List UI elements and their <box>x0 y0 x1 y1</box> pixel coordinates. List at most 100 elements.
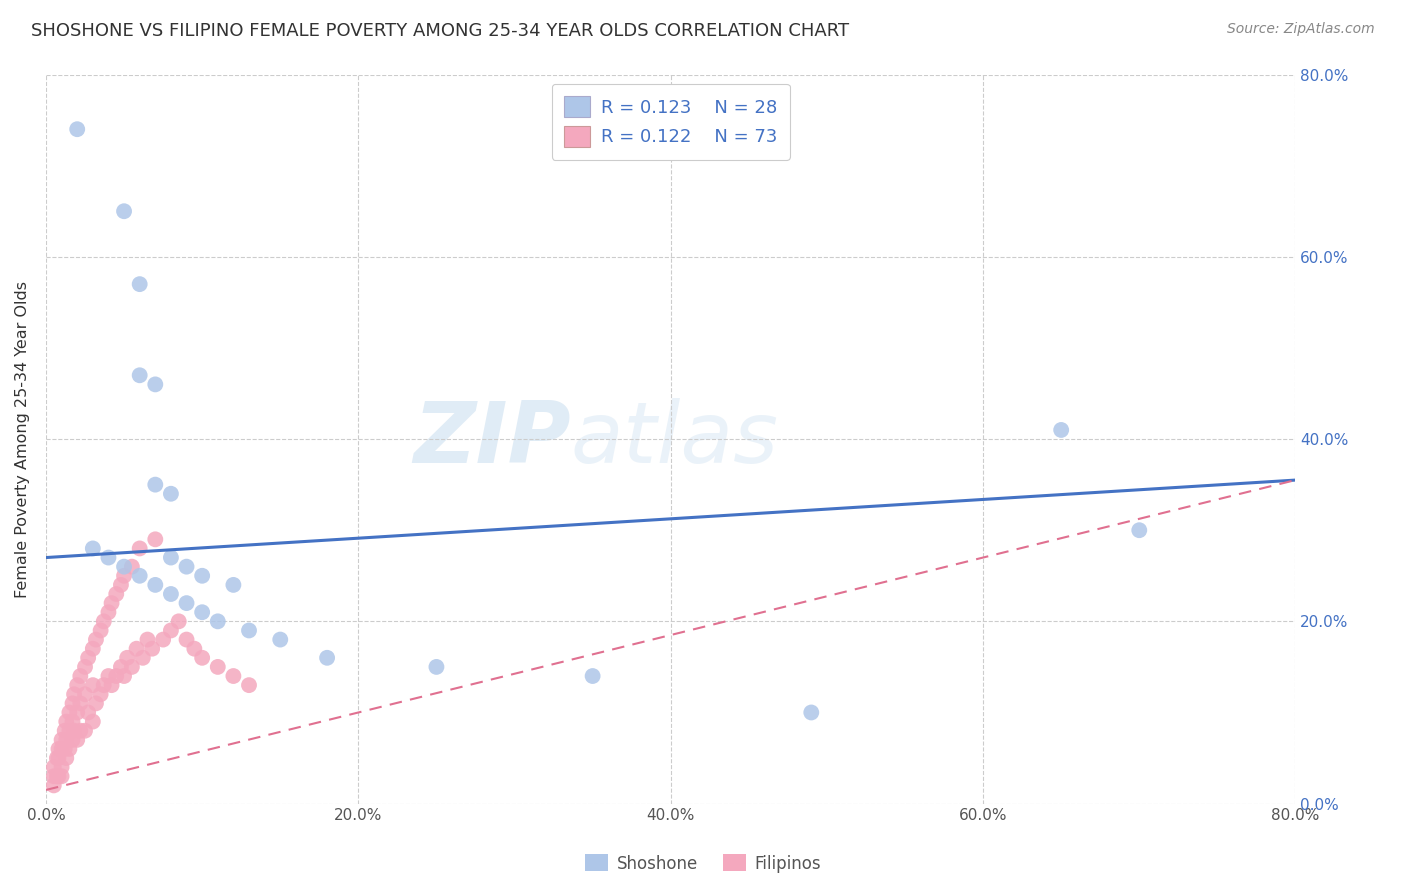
Text: ZIP: ZIP <box>413 398 571 481</box>
Point <box>62 697 84 711</box>
Point <box>425 660 447 674</box>
Point <box>55 732 77 747</box>
Point <box>238 678 260 692</box>
Point <box>66 122 89 136</box>
Point <box>90 687 112 701</box>
Point <box>167 615 190 629</box>
Point <box>93 678 115 692</box>
Point <box>69 697 91 711</box>
Point <box>77 650 100 665</box>
Point <box>191 568 214 582</box>
Point <box>69 669 91 683</box>
Point <box>48 769 70 783</box>
Point <box>100 596 122 610</box>
Point <box>160 550 183 565</box>
Point <box>82 641 104 656</box>
Point <box>73 723 96 738</box>
Point <box>128 541 150 556</box>
Point <box>45 751 67 765</box>
Text: SHOSHONE VS FILIPINO FEMALE POVERTY AMONG 25-34 YEAR OLDS CORRELATION CHART: SHOSHONE VS FILIPINO FEMALE POVERTY AMON… <box>31 22 849 40</box>
Text: atlas: atlas <box>571 398 779 481</box>
Point <box>143 533 166 547</box>
Point <box>58 742 80 756</box>
Point <box>100 678 122 692</box>
Point <box>53 723 76 738</box>
Point <box>82 678 104 692</box>
Point <box>93 615 115 629</box>
Point <box>121 660 143 674</box>
Point <box>136 632 159 647</box>
Point <box>115 650 138 665</box>
Point <box>121 559 143 574</box>
Point <box>51 732 73 747</box>
Point <box>110 578 132 592</box>
Point <box>55 751 77 765</box>
Point <box>51 760 73 774</box>
Point <box>51 769 73 783</box>
Point <box>66 678 89 692</box>
Point <box>160 587 183 601</box>
Legend: R = 0.123    N = 28, R = 0.122    N = 73: R = 0.123 N = 28, R = 0.122 N = 73 <box>551 84 790 160</box>
Point <box>77 706 100 720</box>
Point <box>97 550 120 565</box>
Point <box>1050 423 1073 437</box>
Point <box>42 778 65 792</box>
Point <box>112 204 135 219</box>
Point <box>128 368 150 383</box>
Point <box>58 706 80 720</box>
Point <box>66 732 89 747</box>
Point <box>128 568 150 582</box>
Point <box>66 706 89 720</box>
Point <box>63 723 86 738</box>
Point <box>42 769 65 783</box>
Point <box>97 605 120 619</box>
Point <box>73 660 96 674</box>
Point <box>143 377 166 392</box>
Point <box>84 697 107 711</box>
Point <box>55 714 77 729</box>
Point <box>269 632 291 647</box>
Point <box>132 650 155 665</box>
Point <box>48 751 70 765</box>
Point <box>152 632 174 647</box>
Point <box>62 732 84 747</box>
Point <box>238 624 260 638</box>
Point <box>105 587 128 601</box>
Point <box>183 641 205 656</box>
Text: Source: ZipAtlas.com: Source: ZipAtlas.com <box>1227 22 1375 37</box>
Point <box>222 578 245 592</box>
Point <box>51 742 73 756</box>
Point <box>110 660 132 674</box>
Point <box>84 632 107 647</box>
Point <box>62 714 84 729</box>
Point <box>82 714 104 729</box>
Point <box>1128 523 1150 537</box>
Point <box>141 641 163 656</box>
Point <box>58 723 80 738</box>
Point <box>316 650 339 665</box>
Point <box>42 760 65 774</box>
Point <box>97 669 120 683</box>
Point <box>143 578 166 592</box>
Point <box>112 559 135 574</box>
Point <box>176 632 198 647</box>
Point <box>69 723 91 738</box>
Point <box>112 568 135 582</box>
Point <box>48 742 70 756</box>
Point <box>191 605 214 619</box>
Point <box>160 624 183 638</box>
Point <box>125 641 148 656</box>
Point <box>222 669 245 683</box>
Point <box>90 624 112 638</box>
Point <box>128 277 150 292</box>
Point <box>63 687 86 701</box>
Point <box>207 660 229 674</box>
Point <box>53 742 76 756</box>
Point <box>82 541 104 556</box>
Point <box>112 669 135 683</box>
Point <box>73 687 96 701</box>
Point <box>800 706 823 720</box>
Point <box>176 559 198 574</box>
Point <box>143 477 166 491</box>
Point <box>207 615 229 629</box>
